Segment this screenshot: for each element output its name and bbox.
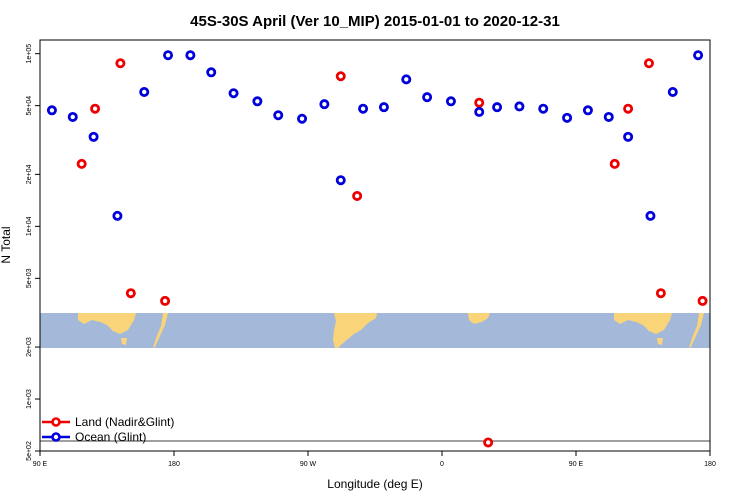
ocean-point (623, 131, 634, 142)
ocean-point (474, 106, 485, 117)
land-point (483, 437, 494, 448)
landmass-new-zealand-right (689, 313, 704, 348)
x-axis: 90 E 180 90 W 0 90 E 180 (33, 451, 716, 468)
map-strip (40, 313, 710, 348)
ocean-point (562, 112, 573, 123)
legend-item-ocean: Ocean (Glint) (42, 430, 146, 444)
land-point (76, 158, 87, 169)
ocean-point (88, 131, 99, 142)
ocean-point (228, 88, 239, 99)
ocean-point (378, 102, 389, 113)
y-tick-label: 1e+04 (26, 216, 33, 236)
land-point (160, 295, 171, 306)
ocean-point (67, 111, 78, 122)
x-axis-label: Longitude (deg E) (327, 477, 422, 491)
land-point (609, 158, 620, 169)
y-axis-label: N Total (0, 226, 13, 263)
ocean-point (358, 103, 369, 114)
ocean-point (667, 86, 678, 97)
ocean-point (445, 96, 456, 107)
ocean-point (252, 96, 263, 107)
legend-label-ocean: Ocean (Glint) (75, 430, 146, 444)
x-tick-label: 90 E (33, 461, 48, 468)
ocean-point (582, 105, 593, 116)
land-point (623, 103, 634, 114)
ocean-point (206, 67, 217, 78)
y-tick-label: 1e+03 (26, 389, 33, 409)
landmass-tasmania-right (657, 338, 663, 345)
legend-label-land: Land (Nadir&Glint) (75, 415, 174, 429)
ocean-point (538, 103, 549, 114)
ocean-point (297, 113, 308, 124)
land-point (643, 58, 654, 69)
land-point (335, 71, 346, 82)
landmass-tasmania-left (121, 338, 127, 345)
ocean-point (185, 50, 196, 61)
y-tick-label: 2e+04 (26, 164, 33, 184)
ocean-point (603, 111, 614, 122)
y-tick-label: 1e+05 (26, 44, 33, 64)
landmass-new-zealand-left (153, 313, 168, 348)
y-axis: 5e+02 1e+03 2e+03 5e+03 1e+04 2e+04 5e+04 1e+05 (26, 44, 40, 461)
land-point (352, 190, 363, 201)
landmass-australia-left (78, 313, 136, 334)
ocean-point (401, 74, 412, 85)
land-point (655, 288, 666, 299)
land-point (474, 97, 485, 108)
ocean-band (40, 313, 710, 348)
land-point (697, 295, 708, 306)
chart-title: 45S-30S April (Ver 10_MIP) 2015-01-01 to… (190, 13, 560, 30)
data-points (46, 50, 708, 448)
legend: Land (Nadir&Glint) Ocean (Glint) (42, 415, 174, 444)
y-tick-label: 2e+03 (26, 337, 33, 357)
ocean-point (163, 50, 174, 61)
ocean-point (273, 110, 284, 121)
ocean-point (514, 101, 525, 112)
legend-swatch-marker-ocean (51, 432, 61, 442)
ocean-point (112, 210, 123, 221)
ocean-point (319, 99, 330, 110)
ocean-point (693, 50, 704, 61)
y-tick-label: 5e+03 (26, 268, 33, 288)
ocean-point (492, 102, 503, 113)
y-tick-label: 5e+02 (26, 441, 33, 461)
landmass-south-america (333, 313, 377, 348)
ocean-point (139, 86, 150, 97)
plot-frame (39, 39, 711, 452)
ocean-point (645, 210, 656, 221)
land-point (115, 58, 126, 69)
y-tick-label: 5e+04 (26, 96, 33, 116)
x-tick-label: 90 E (569, 461, 584, 468)
land-point (125, 288, 136, 299)
legend-swatch-marker-land (51, 417, 61, 427)
x-tick-label: 180 (168, 461, 180, 468)
x-tick-label: 90 W (300, 461, 317, 468)
x-tick-label: 180 (704, 461, 716, 468)
ocean-point (422, 92, 433, 103)
landmass-southern-africa (468, 313, 490, 324)
land-point (90, 103, 101, 114)
x-tick-label: 0 (440, 461, 444, 468)
landmass-australia-right (614, 313, 672, 334)
legend-item-land: Land (Nadir&Glint) (42, 415, 174, 429)
ocean-point (46, 105, 57, 116)
ocean-point (335, 175, 346, 186)
